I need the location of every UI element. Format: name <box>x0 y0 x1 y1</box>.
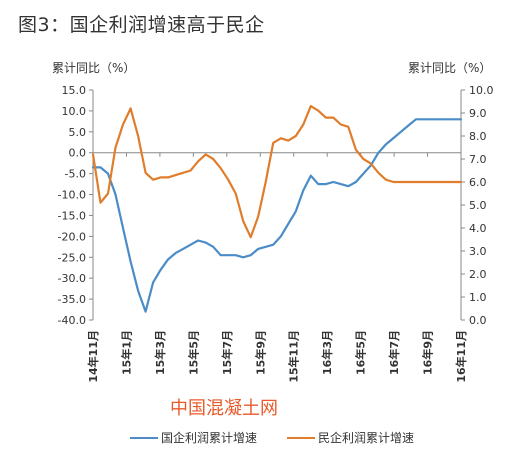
y-left-tick-label: -20.0 <box>58 230 86 243</box>
y-right-tick-label: 0.0 <box>469 314 487 327</box>
y-right-tick-label: 7.0 <box>469 153 487 166</box>
chart-labels: 15.0 10.0 5.0 0.0 -5.0 -10.0 -15.0 -20.0 -25.0 -3… <box>58 84 494 383</box>
y-right-tick-label: 10.0 <box>469 84 494 97</box>
x-tick-label: 16年5月 <box>354 330 368 375</box>
y-left-tick-label: 0.0 <box>69 147 87 160</box>
y-left-tick-label: 5.0 <box>69 126 87 139</box>
y-left-tick-label: -10.0 <box>58 189 86 202</box>
x-tick-label: 15年3月 <box>153 330 167 375</box>
series-line-private <box>91 104 463 239</box>
chart-axes <box>89 89 465 321</box>
x-tick-label: 16年3月 <box>320 330 334 375</box>
chart-legend: 国企利润累计增速 民企利润累计增速 <box>130 430 414 445</box>
legend-label-private: 民企利润累计增速 <box>318 430 414 445</box>
y-left-tick-label: -25.0 <box>58 251 86 264</box>
y-right-tick-label: 9.0 <box>469 107 487 120</box>
figure-title: 图3：国企利润增速高于民企 <box>18 14 265 36</box>
x-tick-label: 15年1月 <box>119 330 133 375</box>
watermark-text: 中国混凝土网 <box>170 398 278 419</box>
x-tick-label: 16年11月 <box>454 330 468 383</box>
y-right-tick-label: 4.0 <box>469 222 487 235</box>
x-tick-label: 16年9月 <box>421 330 435 375</box>
y-right-tick-label: 6.0 <box>469 176 487 189</box>
y-right-tick-label: 2.0 <box>469 268 487 281</box>
series-line-soe <box>91 118 463 313</box>
y-left-tick-label: -30.0 <box>58 272 86 285</box>
x-tick-label: 16年7月 <box>387 330 401 375</box>
y-left-tick-label: -40.0 <box>58 314 86 327</box>
y-right-tick-label: 8.0 <box>469 130 487 143</box>
y-left-axis-label: 累计同比（%） <box>52 61 135 75</box>
y-left-tick-label: 15.0 <box>62 84 87 97</box>
y-right-axis-label: 累计同比（%） <box>408 61 491 75</box>
y-left-tick-label: 10.0 <box>62 105 87 118</box>
y-right-tick-label: 3.0 <box>469 245 487 258</box>
y-right-tick-label: 1.0 <box>469 291 487 304</box>
chart-series <box>91 104 463 313</box>
x-tick-label: 15年5月 <box>186 330 200 375</box>
x-tick-label: 15年9月 <box>253 330 267 375</box>
legend-label-soe: 国企利润累计增速 <box>161 430 257 445</box>
x-tick-label: 14年11月 <box>86 330 100 383</box>
y-left-tick-label: -15.0 <box>58 209 86 222</box>
x-tick-label: 15年11月 <box>287 330 301 383</box>
y-right-tick-label: 5.0 <box>469 199 487 212</box>
y-left-tick-label: -35.0 <box>58 293 86 306</box>
y-left-tick-label: -5.0 <box>65 168 86 181</box>
x-tick-label: 15年7月 <box>220 330 234 375</box>
